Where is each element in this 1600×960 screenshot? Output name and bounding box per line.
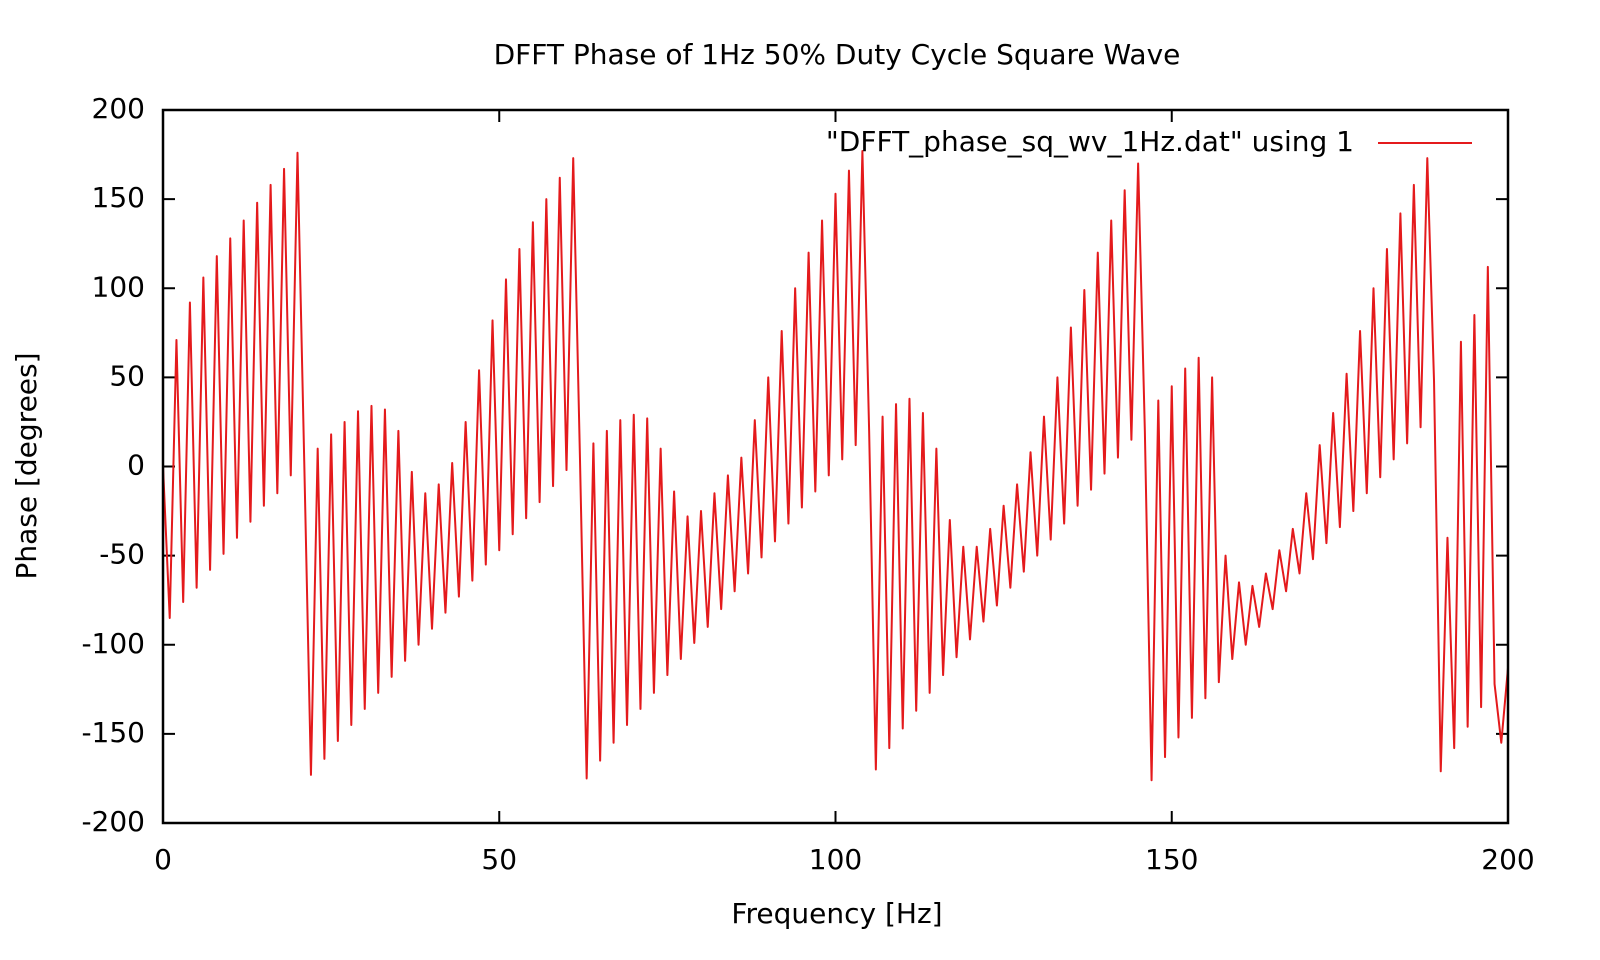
x-axis-label: Frequency [Hz] (731, 897, 942, 930)
x-tick-label: 50 (481, 843, 517, 876)
y-tick-label: -100 (81, 627, 145, 660)
y-tick-label: -200 (81, 805, 145, 838)
y-axis-label: Phase [degrees] (10, 352, 43, 579)
y-tick-label: 150 (92, 181, 145, 214)
y-tick-label: 200 (92, 92, 145, 125)
x-tick-label: 150 (1145, 843, 1198, 876)
series-line (162, 150, 1509, 782)
plot-frame (161, 108, 1510, 825)
y-tick-label: -150 (81, 716, 145, 749)
chart-title: DFFT Phase of 1Hz 50% Duty Cycle Square … (494, 38, 1181, 71)
y-tick-label: 0 (127, 449, 145, 482)
y-tick-label: 50 (109, 359, 145, 392)
y-tick-label: -50 (99, 538, 145, 571)
x-tick-label: 100 (809, 843, 862, 876)
y-tick-label: 100 (92, 270, 145, 303)
x-tick-label: 0 (154, 843, 172, 876)
x-tick-label: 200 (1481, 843, 1534, 876)
legend-label: "DFFT_phase_sq_wv_1Hz.dat" using 1 (826, 125, 1354, 158)
